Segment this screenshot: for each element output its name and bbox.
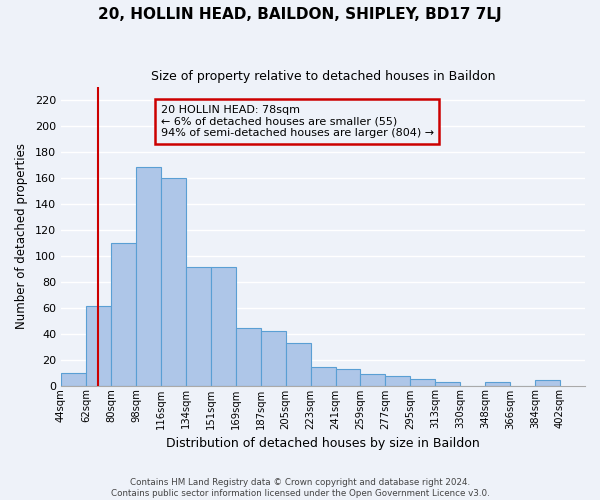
Bar <box>61 372 86 386</box>
Text: Contains HM Land Registry data © Crown copyright and database right 2024.
Contai: Contains HM Land Registry data © Crown c… <box>110 478 490 498</box>
Bar <box>161 178 186 386</box>
Bar <box>236 328 260 386</box>
X-axis label: Distribution of detached houses by size in Baildon: Distribution of detached houses by size … <box>166 437 480 450</box>
Y-axis label: Number of detached properties: Number of detached properties <box>15 143 28 329</box>
Title: Size of property relative to detached houses in Baildon: Size of property relative to detached ho… <box>151 70 495 83</box>
Bar <box>186 268 211 386</box>
Bar <box>361 374 385 386</box>
Bar <box>311 368 335 386</box>
Bar <box>485 382 510 386</box>
Bar <box>211 268 236 386</box>
Bar <box>410 379 436 386</box>
Bar <box>111 242 136 386</box>
Bar <box>86 306 111 386</box>
Bar <box>136 168 161 386</box>
Bar <box>335 368 361 386</box>
Bar <box>385 376 410 386</box>
Text: 20 HOLLIN HEAD: 78sqm
← 6% of detached houses are smaller (55)
94% of semi-detac: 20 HOLLIN HEAD: 78sqm ← 6% of detached h… <box>161 105 434 138</box>
Text: 20, HOLLIN HEAD, BAILDON, SHIPLEY, BD17 7LJ: 20, HOLLIN HEAD, BAILDON, SHIPLEY, BD17 … <box>98 8 502 22</box>
Bar <box>286 342 311 386</box>
Bar <box>436 382 460 386</box>
Bar <box>260 331 286 386</box>
Bar <box>535 380 560 386</box>
